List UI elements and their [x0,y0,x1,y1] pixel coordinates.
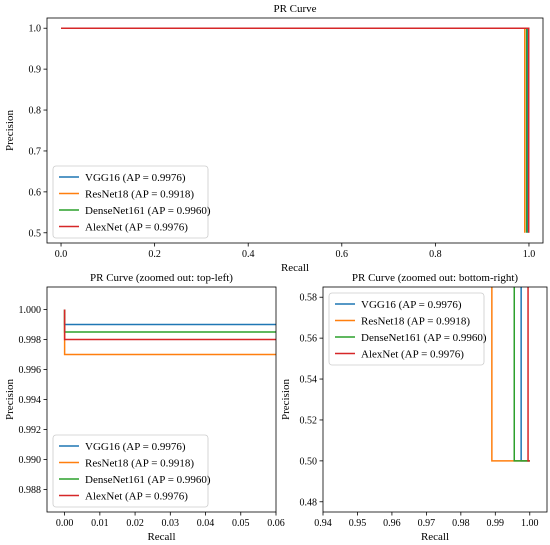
y-tick-label: 0.54 [300,375,318,386]
legend-box [328,292,485,366]
x-tick-label: 0.6 [336,249,349,260]
chart-title: PR Curve (zoomed out: top-left) [90,272,233,284]
x-tick-label: 0.95 [349,518,367,529]
legend-entry-4: AlexNet (AP = 0.9976) [361,349,464,361]
x-tick-label: 0.04 [197,518,215,529]
series-line-2 [491,287,530,462]
legend-entry-3: DenseNet161 (AP = 0.9960) [361,332,487,344]
legend-entry-4: AlexNet (AP = 0.9976) [85,491,188,503]
x-axis-label: Recall [281,262,309,274]
chart-panel-3: 0.94 0.95 0.96 0.97 0.98 0.99 1.00 0.48 0.50 0.52… [280,272,548,543]
y-tick-label: 0.50 [300,456,318,467]
x-tick-label: 0.8 [429,249,442,260]
x-tick-label: 0.06 [267,518,285,529]
y-axis-label: Precision [280,379,292,420]
y-tick-label: 0.6 [29,187,42,198]
axes-frame [322,286,548,513]
y-tick-label: 0.56 [300,334,318,345]
series-line-4 [527,287,530,462]
legend-entry-2: ResNet18 (AP = 0.9918) [85,189,194,201]
series-line-3 [63,309,276,333]
series-line-1 [63,309,276,326]
x-tick-label: 0.01 [91,518,109,529]
legend-entry-3: DenseNet161 (AP = 0.9960) [85,205,211,217]
legend-entry-1: VGG16 (AP = 0.9976) [85,441,186,453]
y-tick-label: 0.990 [19,455,42,466]
y-tick-label: 0.58 [300,293,318,304]
y-tick-label: 0.7 [29,146,42,157]
series-line-4 [61,27,530,233]
x-tick-label: 1.0 [523,249,536,260]
y-tick-label: 1.0 [29,24,42,35]
y-tick-label: 0.8 [29,106,42,117]
series-group [491,287,530,462]
y-tick-label: 0.52 [300,415,318,426]
y-tick-label: 0.48 [300,497,318,508]
series-group [61,27,530,233]
y-tick-label: 1.000 [19,305,42,316]
legend-box [52,165,209,239]
x-tick-label: 0.4 [242,249,255,260]
axes-frame [46,17,544,244]
x-tick-label: 0.96 [383,518,401,529]
y-tick-label: 0.9 [29,65,42,76]
x-tick-label: 0.0 [55,249,68,260]
y-tick-label: 0.992 [19,425,42,436]
legend: VGG16 (AP = 0.9976) ResNet18 (AP = 0.9918… [328,292,487,366]
legend-entry-2: ResNet18 (AP = 0.9918) [85,458,194,470]
y-tick-label: 0.996 [19,365,42,376]
chart-panel-2: 0.00 0.01 0.02 0.03 0.04 0.05 0.06 0.988 0.990 0.… [4,272,285,543]
x-axis-label: Recall [147,531,175,543]
legend-box [52,434,209,508]
series-line-4 [63,309,276,341]
y-tick-label: 0.988 [19,485,42,496]
x-tick-label: 0.97 [418,518,436,529]
x-tick-label: 0.02 [126,518,144,529]
legend-entry-3: DenseNet161 (AP = 0.9960) [85,474,211,486]
x-tick-label: 0.2 [148,249,161,260]
legend-entry-1: VGG16 (AP = 0.9976) [361,299,462,311]
y-tick-label: 0.998 [19,335,42,346]
x-tick-label: 0.94 [314,518,332,529]
legend: VGG16 (AP = 0.9976) ResNet18 (AP = 0.9918… [52,434,211,508]
legend-entry-4: AlexNet (AP = 0.9976) [85,222,188,234]
series-line-3 [513,287,530,462]
chart-title: PR Curve (zoomed out: bottom-right) [352,272,519,284]
chart-title: PR Curve [273,3,316,15]
legend: VGG16 (AP = 0.9976) ResNet18 (AP = 0.9918… [52,165,211,239]
x-axis-label: Recall [421,531,449,543]
x-tick-label: 1.00 [521,518,539,529]
x-tick-label: 0.00 [56,518,74,529]
legend-entry-1: VGG16 (AP = 0.9976) [85,172,186,184]
x-tick-label: 0.03 [162,518,180,529]
series-group [63,309,276,356]
y-tick-label: 0.994 [19,395,42,406]
x-tick-label: 0.99 [487,518,505,529]
x-tick-label: 0.05 [232,518,250,529]
chart-panel-1: 0.0 0.2 0.4 0.6 0.8 1.0 0.5 0.6 0.7 0.8 0.9 1.0 PR C… [4,3,544,274]
legend-entry-2: ResNet18 (AP = 0.9918) [361,316,470,328]
x-tick-label: 0.98 [452,518,470,529]
y-axis-label: Precision [4,110,16,151]
y-tick-label: 0.5 [29,228,42,239]
y-axis-label: Precision [4,379,16,420]
